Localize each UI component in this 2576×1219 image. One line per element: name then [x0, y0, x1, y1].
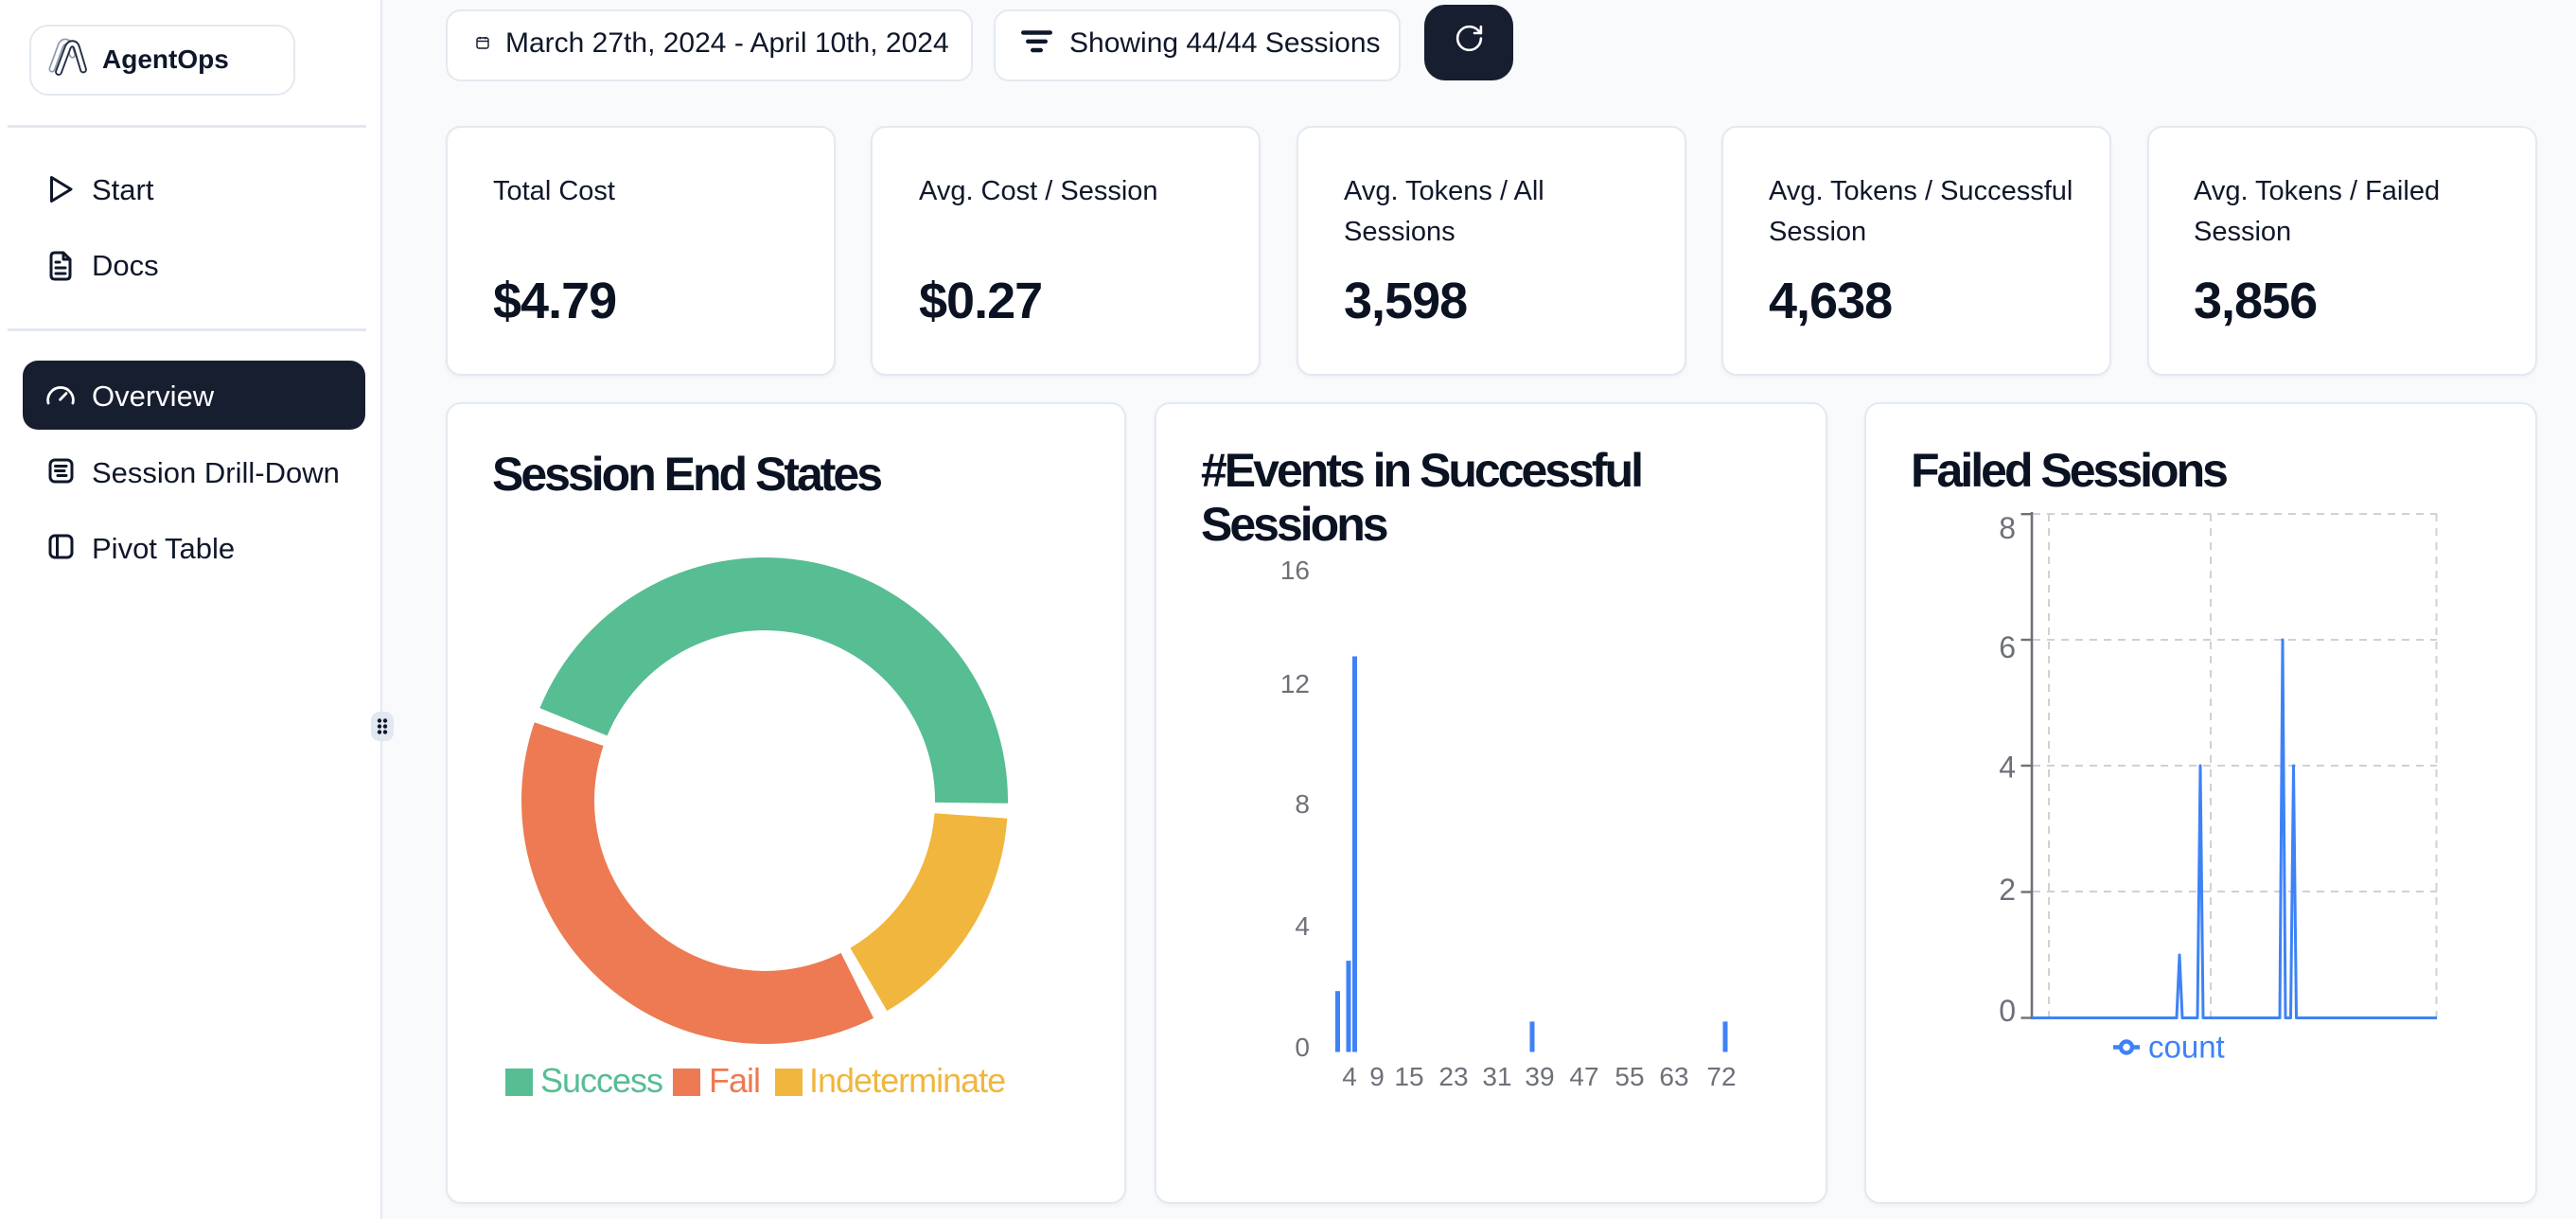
svg-text:23: 23	[1438, 1062, 1468, 1091]
svg-text:39: 39	[1525, 1062, 1554, 1091]
svg-text:16: 16	[1280, 556, 1310, 585]
svg-text:55: 55	[1614, 1062, 1644, 1091]
svg-text:4: 4	[1342, 1062, 1357, 1091]
svg-text:Indeterminate: Indeterminate	[809, 1061, 1005, 1100]
svg-text:8: 8	[1999, 511, 2016, 545]
svg-text:4: 4	[1999, 751, 2016, 785]
svg-text:0: 0	[1295, 1033, 1310, 1062]
svg-text:2: 2	[1999, 873, 2016, 907]
svg-text:12: 12	[1280, 669, 1310, 698]
svg-text:9: 9	[1369, 1062, 1385, 1091]
svg-text:63: 63	[1659, 1062, 1688, 1091]
svg-text:0: 0	[1999, 994, 2016, 1028]
svg-text:4: 4	[1295, 911, 1310, 941]
svg-text:31: 31	[1482, 1062, 1511, 1091]
svg-text:72: 72	[1706, 1062, 1736, 1091]
svg-text:47: 47	[1569, 1062, 1598, 1091]
svg-text:8: 8	[1295, 789, 1310, 819]
svg-text:15: 15	[1394, 1062, 1423, 1091]
svg-text:Fail: Fail	[709, 1061, 760, 1100]
svg-text:Success: Success	[540, 1061, 662, 1100]
svg-text:6: 6	[1999, 630, 2016, 664]
svg-text:count: count	[2148, 1030, 2225, 1065]
